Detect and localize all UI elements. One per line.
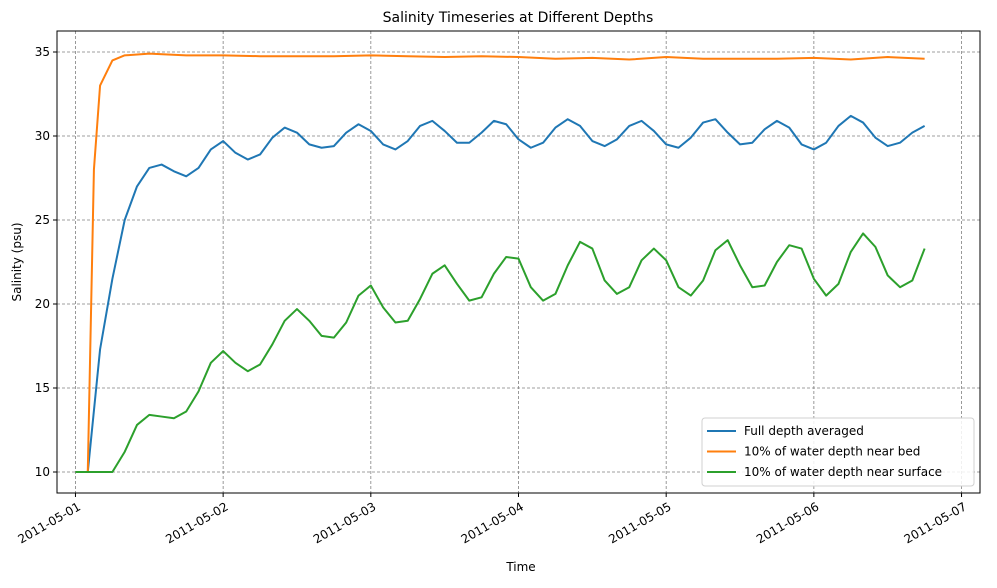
y-tick-label: 35: [35, 45, 50, 59]
series-line-1: [75, 114, 926, 473]
y-tick-label: 15: [35, 381, 50, 395]
x-tick-label: 2011-05-02: [163, 499, 230, 546]
x-tick-label: 2011-05-06: [754, 499, 821, 546]
x-axis: 2011-05-01 2011-05-02 2011-05-03 2011-05-04…: [16, 493, 969, 546]
x-tick-label: 2011-05-01: [16, 499, 83, 546]
legend: Full depth averaged 10% of water depth ne…: [701, 417, 975, 487]
y-axis-label: Salinity (psu): [10, 222, 24, 301]
series-line-2: [75, 52, 925, 473]
y-tick-label: 20: [35, 297, 50, 311]
x-tick-label: 2011-05-05: [606, 499, 673, 546]
chart-title: Salinity Timeseries at Different Depths: [383, 10, 654, 26]
y-tick-label: 25: [35, 213, 50, 227]
legend-label: 10% of water depth near bed: [744, 445, 920, 459]
x-axis-label: Time: [505, 560, 535, 574]
series-lines: [75, 52, 926, 473]
series-line-3: [75, 232, 926, 473]
gridlines: [57, 31, 980, 493]
x-tick-label: 2011-05-03: [311, 499, 378, 546]
y-tick-label: 10: [35, 465, 50, 479]
legend-box: [701, 417, 975, 487]
legend-label: Full depth averaged: [744, 424, 864, 438]
x-tick-label: 2011-05-07: [902, 499, 969, 546]
x-tick-label: 2011-05-04: [459, 499, 526, 546]
legend-label: 10% of water depth near surface: [744, 465, 942, 479]
y-axis: 10 15 20 25 30 35: [35, 45, 57, 479]
y-tick-label: 30: [35, 129, 50, 143]
